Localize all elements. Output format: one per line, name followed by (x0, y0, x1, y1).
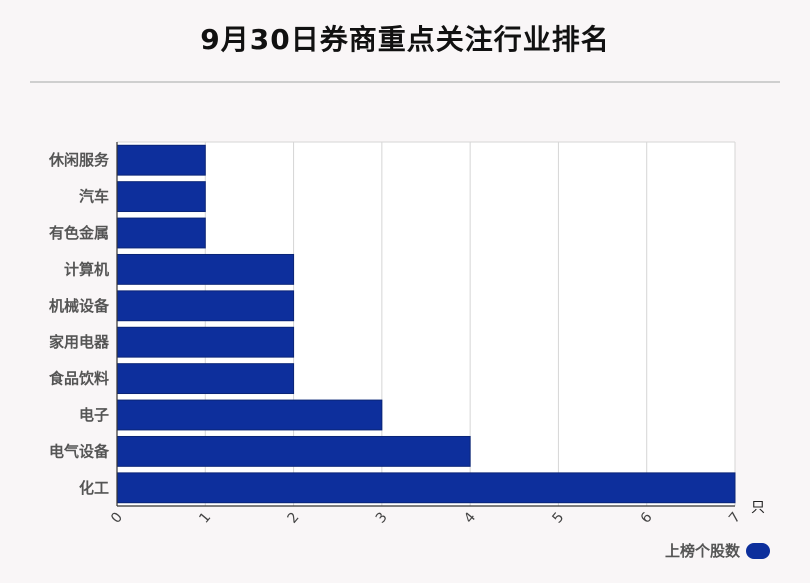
x-tick-label: 6 (638, 509, 656, 526)
x-tick-labels: 0 1 2 3 4 5 6 7 (108, 509, 744, 526)
bar[interactable] (116, 290, 295, 322)
category-label: 休闲服务 (48, 151, 110, 169)
bar[interactable] (116, 144, 206, 176)
category-label: 汽车 (79, 188, 109, 206)
category-label: 有色金属 (49, 224, 109, 242)
category-label: 电子 (79, 406, 109, 424)
category-label: 电气设备 (49, 442, 110, 460)
category-label: 机械设备 (49, 297, 110, 315)
title-divider (30, 81, 780, 83)
category-label: 家用电器 (49, 333, 110, 351)
category-label: 食品饮料 (49, 370, 109, 388)
category-label: 计算机 (64, 260, 109, 278)
axes (116, 142, 735, 507)
bar[interactable] (116, 181, 206, 213)
bar[interactable] (116, 363, 295, 395)
x-tick-label: 3 (373, 509, 391, 526)
bar[interactable] (116, 472, 736, 504)
x-tick-label: 5 (549, 509, 567, 526)
chart-title: 9月30日券商重点关注行业排名 (200, 23, 610, 56)
legend-swatch (746, 542, 770, 559)
bar[interactable] (116, 217, 206, 249)
bar[interactable] (116, 253, 295, 285)
legend[interactable]: 上榜个股数 (665, 540, 770, 561)
legend-label: 上榜个股数 (664, 542, 740, 560)
x-tick-label: 4 (461, 509, 479, 526)
bar[interactable] (116, 435, 471, 467)
x-tick-label: 2 (285, 509, 303, 526)
x-tick-label: 7 (726, 509, 744, 526)
category-label: 化工 (79, 479, 109, 497)
bar[interactable] (116, 399, 383, 431)
x-tick-label: 1 (196, 509, 214, 526)
bar[interactable] (116, 326, 295, 358)
x-axis-unit: 只 (751, 500, 765, 516)
x-tick-label: 0 (108, 509, 126, 526)
